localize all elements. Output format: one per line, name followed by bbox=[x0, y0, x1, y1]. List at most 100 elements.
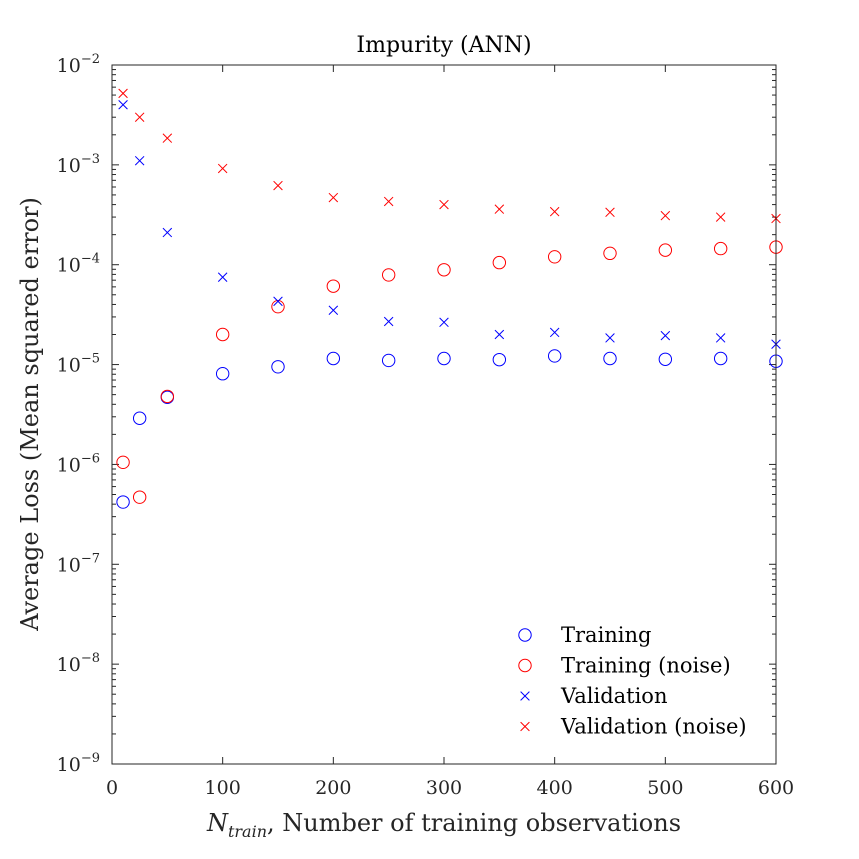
y-tick-base: 10 bbox=[57, 454, 81, 476]
x-axis-label: Ntrain, Number of training observations bbox=[206, 809, 681, 841]
validation-point bbox=[328, 305, 339, 315]
training-point bbox=[271, 360, 285, 374]
y-tick-exponent: −6 bbox=[81, 451, 100, 466]
training-point bbox=[658, 352, 673, 366]
y-tick-label: 10−4 bbox=[57, 252, 100, 277]
y-tick-labels: 10−910−810−710−610−510−410−310−2 bbox=[57, 52, 100, 776]
y-tick-label: 10−9 bbox=[57, 751, 100, 776]
x-axis-label-main: N bbox=[206, 809, 229, 837]
legend-marker-x bbox=[520, 691, 530, 701]
training-noise-point bbox=[713, 241, 728, 256]
x-tick-label: 200 bbox=[315, 777, 351, 799]
validation-noise-point bbox=[118, 88, 128, 99]
y-tick-exponent: −4 bbox=[81, 252, 100, 267]
x-tick-label: 0 bbox=[106, 777, 118, 799]
validation-point bbox=[273, 296, 283, 307]
validation-noise-point bbox=[494, 204, 505, 214]
legend-item-training-noise: Training (noise) bbox=[518, 654, 731, 678]
validation-noise-point bbox=[162, 133, 173, 143]
training-noise-point bbox=[603, 246, 617, 261]
legend-marker-circle bbox=[518, 628, 532, 642]
legend-label: Validation (noise) bbox=[560, 715, 747, 739]
x-tick-label: 100 bbox=[205, 777, 241, 799]
x-tick-label: 500 bbox=[647, 777, 683, 799]
training-point bbox=[713, 351, 728, 366]
y-tick-exponent: −7 bbox=[81, 551, 100, 566]
training-noise-point bbox=[547, 250, 562, 264]
x-tick-label: 300 bbox=[426, 777, 462, 799]
x-tick-label: 600 bbox=[758, 777, 794, 799]
validation-noise-point bbox=[328, 192, 339, 203]
y-tick-label: 10−8 bbox=[57, 651, 100, 676]
legend-label: Validation bbox=[560, 684, 667, 708]
y-tick-base: 10 bbox=[57, 55, 81, 77]
legend-label: Training (noise) bbox=[561, 654, 731, 678]
y-tick-base: 10 bbox=[57, 255, 81, 277]
data-marks bbox=[116, 88, 783, 509]
validation-noise-point bbox=[549, 206, 560, 217]
validation-noise-point bbox=[134, 112, 145, 122]
y-tick-exponent: −2 bbox=[81, 52, 100, 67]
training-noise-point bbox=[160, 389, 175, 404]
validation-point bbox=[439, 317, 449, 328]
x-tick-labels: 0 100 200 300 400 500 600 bbox=[106, 777, 794, 799]
legend-item-validation: Validation bbox=[520, 684, 667, 708]
y-tick-exponent: −3 bbox=[81, 152, 100, 167]
validation-point bbox=[605, 333, 615, 343]
legend-label: Training bbox=[561, 623, 652, 647]
training-noise-point bbox=[326, 279, 341, 293]
training-point bbox=[326, 351, 341, 366]
y-tick-base: 10 bbox=[57, 754, 81, 776]
y-tick-base: 10 bbox=[57, 654, 81, 676]
y-tick-label: 10−2 bbox=[57, 52, 100, 77]
training-point bbox=[116, 495, 130, 509]
y-tick-base: 10 bbox=[57, 155, 81, 177]
validation-noise-point bbox=[439, 199, 449, 210]
x-axis-label-sub: train bbox=[228, 822, 267, 841]
x-tick-label: 400 bbox=[537, 777, 573, 799]
legend-marker-circle bbox=[518, 658, 532, 673]
plot-frame bbox=[111, 64, 777, 765]
validation-noise-point bbox=[660, 210, 671, 221]
legend: Training Training (noise) Validation Valida… bbox=[498, 615, 766, 745]
validation-point bbox=[715, 333, 726, 343]
y-tick-label: 10−6 bbox=[57, 451, 100, 476]
validation-noise-point bbox=[273, 180, 283, 191]
y-tick-label: 10−7 bbox=[57, 551, 100, 576]
validation-noise-point bbox=[217, 163, 228, 174]
y-tick-label: 10−3 bbox=[57, 152, 100, 177]
training-point bbox=[215, 367, 230, 381]
legend-marker-x bbox=[520, 721, 530, 732]
training-noise-point bbox=[116, 455, 130, 470]
y-tick-exponent: −5 bbox=[81, 352, 100, 367]
validation-point bbox=[217, 272, 228, 282]
x-axis-label-rest: , Number of training observations bbox=[267, 809, 681, 837]
validation-point bbox=[549, 327, 560, 338]
legend-box bbox=[498, 615, 766, 745]
y-tick-label: 10−5 bbox=[57, 352, 100, 377]
training-point bbox=[437, 351, 451, 366]
y-tick-base: 10 bbox=[57, 554, 81, 576]
training-noise-point bbox=[271, 299, 285, 314]
validation-noise-point bbox=[605, 207, 615, 218]
training-point bbox=[492, 352, 507, 367]
chart-title: Impurity (ANN) bbox=[356, 33, 531, 58]
validation-point bbox=[660, 330, 671, 341]
validation-point bbox=[134, 155, 145, 166]
training-noise-point bbox=[492, 255, 507, 270]
validation-noise-point bbox=[383, 196, 394, 207]
validation-point bbox=[162, 227, 173, 238]
legend-item-training: Training bbox=[518, 623, 652, 647]
validation-noise-point bbox=[715, 212, 726, 222]
training-point bbox=[381, 353, 396, 368]
training-point bbox=[132, 411, 147, 425]
y-tick-base: 10 bbox=[57, 355, 81, 377]
training-noise-point bbox=[215, 327, 230, 342]
validation-point bbox=[383, 316, 394, 327]
training-noise-point bbox=[381, 268, 396, 282]
training-noise-point bbox=[658, 243, 673, 257]
validation-point bbox=[494, 329, 505, 340]
training-point bbox=[603, 351, 617, 366]
training-noise-point bbox=[437, 263, 451, 277]
